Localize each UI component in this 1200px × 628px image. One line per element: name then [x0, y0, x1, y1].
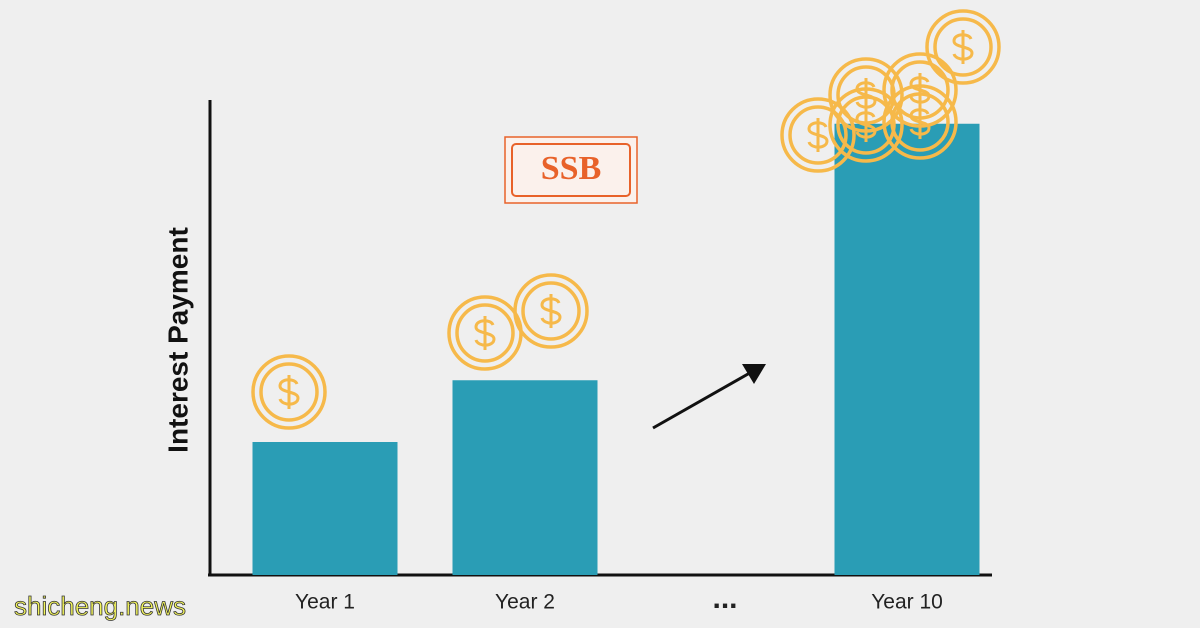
bar	[452, 380, 598, 575]
coin	[828, 87, 904, 163]
x-tick-label: Year 10	[871, 591, 943, 614]
coin-inner	[788, 105, 848, 165]
annotation: SSB	[541, 150, 602, 187]
coin-inner	[521, 281, 581, 341]
coin-inner	[455, 303, 515, 363]
arrow-shaft	[652, 368, 756, 430]
coin-outer	[828, 87, 904, 163]
coin-symbol	[540, 294, 562, 328]
x-tick-label: Year 2	[495, 591, 555, 614]
x-tick-label: Year 1	[295, 591, 355, 614]
coin-symbol	[855, 108, 877, 142]
coin-inner	[836, 95, 896, 155]
watermark: shicheng.news	[14, 591, 186, 621]
coin	[513, 273, 589, 349]
coin-outer	[780, 97, 856, 173]
stamp-outer	[504, 136, 638, 204]
coin-outer	[925, 9, 1001, 85]
coin-inner	[259, 362, 319, 422]
coin-outer	[513, 273, 589, 349]
arrow	[652, 364, 766, 430]
coin-symbol	[855, 78, 877, 112]
ssb-stamp: SSB	[504, 136, 638, 204]
coin-symbol	[474, 316, 496, 350]
bar	[252, 442, 398, 575]
coin-symbol	[807, 118, 829, 152]
coin	[882, 84, 958, 160]
coin-symbol	[909, 73, 931, 107]
coin	[925, 9, 1001, 85]
coin-symbol	[278, 375, 300, 409]
coin-inner	[933, 17, 993, 77]
coin	[251, 354, 327, 430]
coin-symbol	[952, 30, 974, 64]
coin-outer	[251, 354, 327, 430]
coin	[780, 97, 856, 173]
coin-inner	[890, 92, 950, 152]
x-tick-label: ...	[712, 582, 737, 615]
coin-outer	[882, 84, 958, 160]
bar	[834, 123, 980, 575]
coin-symbol	[909, 105, 931, 139]
stamp-inner	[511, 143, 631, 197]
y-axis-label: Interest Payment	[162, 227, 193, 453]
arrow-head	[742, 364, 766, 384]
